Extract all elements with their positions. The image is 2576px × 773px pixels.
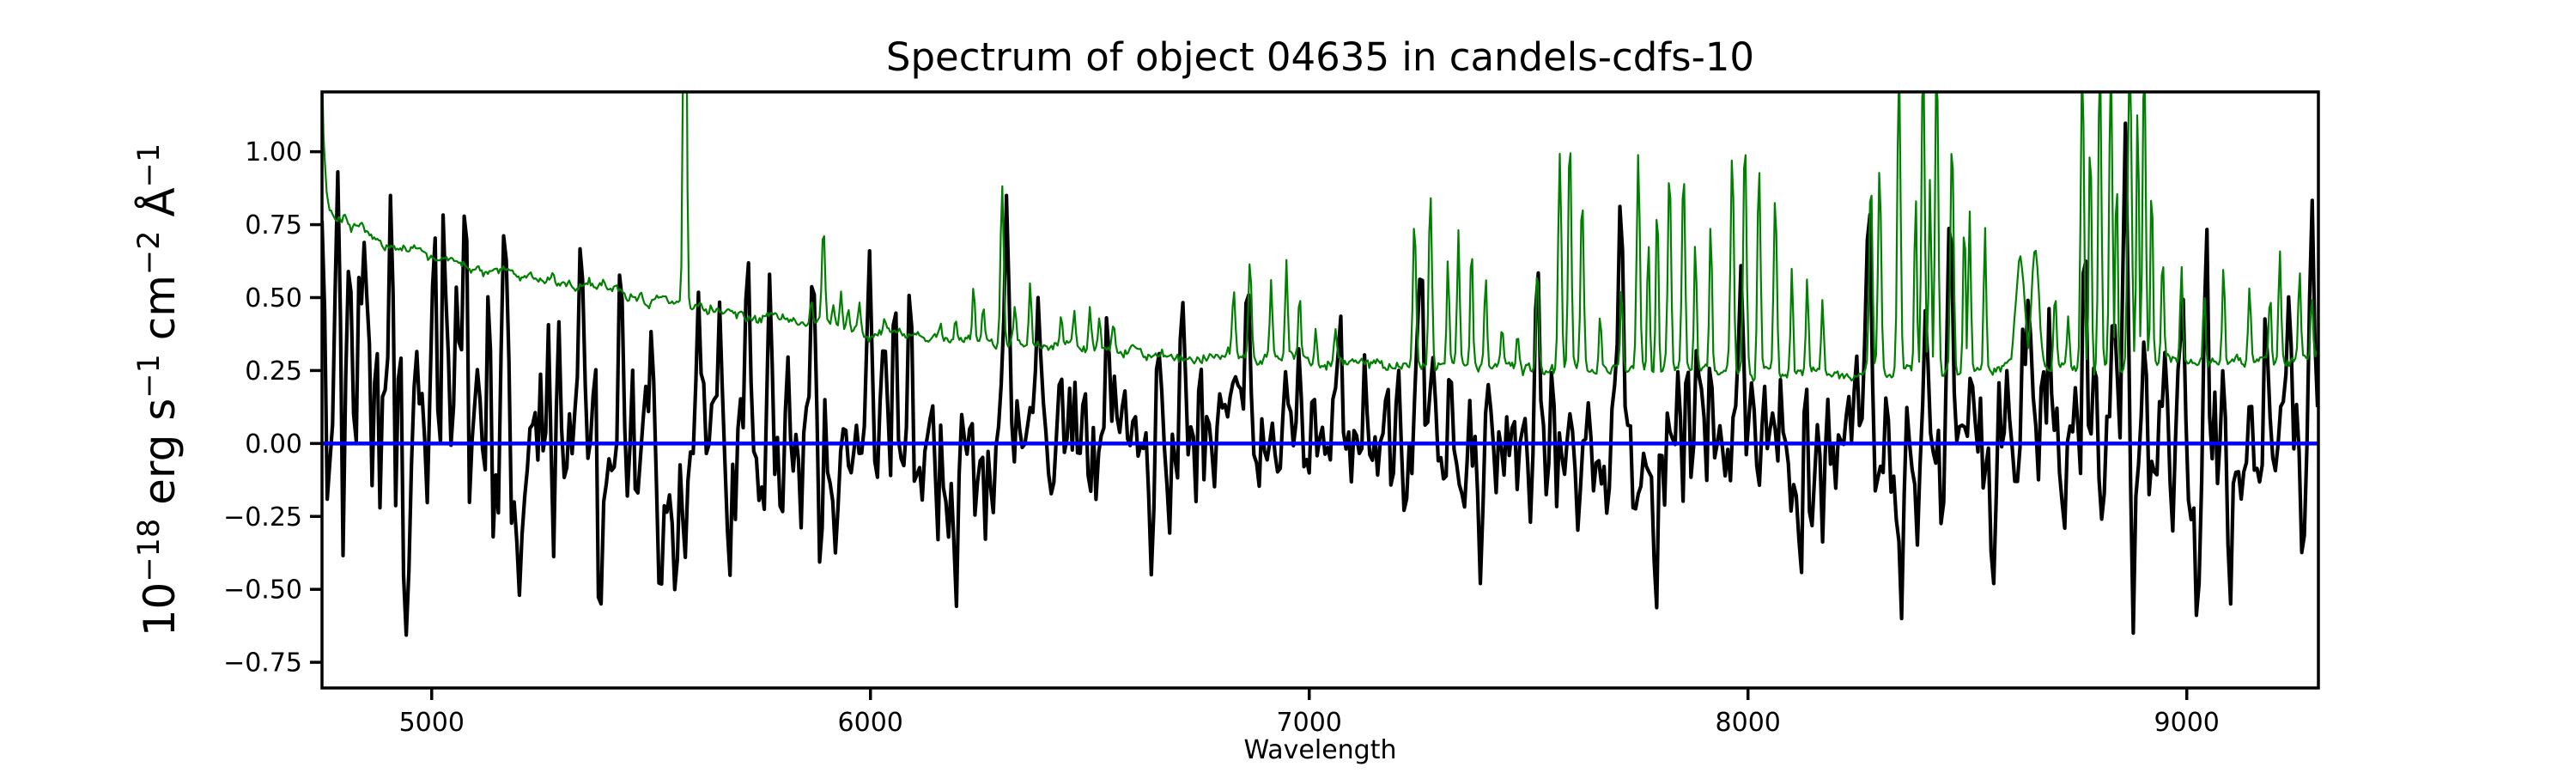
- y-tick-label: 1.00: [245, 137, 302, 167]
- y-axis-label-superscript: −1: [132, 354, 167, 399]
- sky-noise-series-line: [322, 92, 2318, 382]
- x-tick-label: 6000: [838, 708, 903, 738]
- x-tick-label: 7000: [1277, 708, 1342, 738]
- y-tick-label: −0.25: [223, 502, 302, 533]
- y-axis-label-text: erg s: [135, 399, 185, 519]
- y-axis-label-superscript: −18: [132, 519, 167, 582]
- y-tick-label: 0.75: [245, 210, 302, 240]
- x-tick-label: 8000: [1716, 708, 1781, 738]
- y-axis-label-text: 10: [135, 582, 185, 637]
- y-tick-label: −0.75: [223, 648, 302, 679]
- chart-title: Spectrum of object 04635 in candels-cdfs…: [886, 34, 1754, 80]
- x-axis-label: Wavelength: [1244, 735, 1397, 765]
- y-axis: 1.00 0.75 0.50 0.25 0.00 −0.25 −0.50 −0.75: [223, 137, 322, 679]
- y-tick-label: −0.50: [223, 575, 302, 606]
- y-axis-label-text: Å: [135, 187, 185, 230]
- y-tick-label: 0.50: [245, 283, 302, 313]
- flux-series-line: [322, 121, 2318, 637]
- y-tick-label: 0.00: [245, 429, 302, 460]
- x-axis: 5000 6000 7000 8000 9000: [399, 688, 2220, 738]
- x-tick-label: 5000: [399, 708, 465, 738]
- y-axis-label-superscript: −2: [132, 230, 167, 275]
- y-tick-label: 0.25: [245, 356, 302, 386]
- plot-area: [322, 92, 2318, 637]
- axes-frame: [320, 90, 2320, 690]
- y-axis-label-superscript: −1: [132, 143, 167, 188]
- x-tick-label: 9000: [2154, 708, 2220, 738]
- y-axis-label-text: cm: [135, 275, 185, 354]
- y-axis-label: 10−18 erg s−1 cm−2 Å−1: [132, 143, 185, 637]
